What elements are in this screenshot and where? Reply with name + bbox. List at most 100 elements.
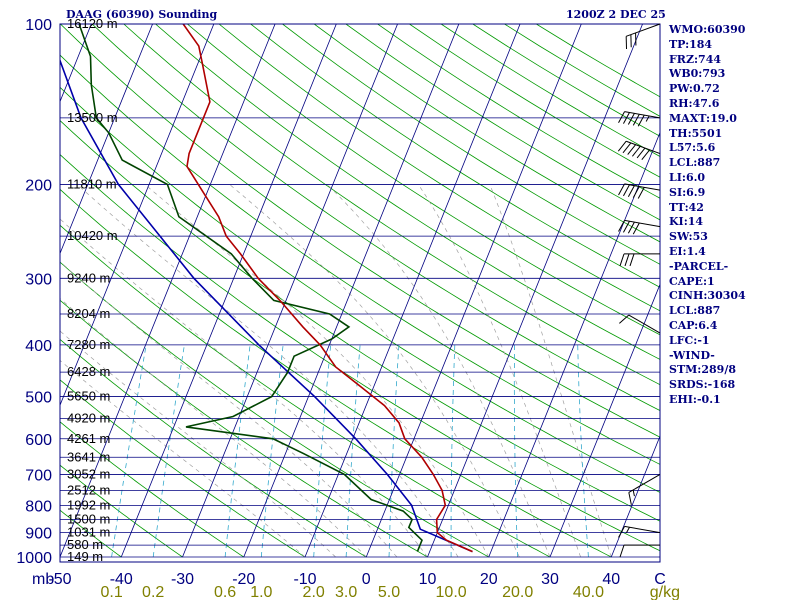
- mixing-ratio-line: [111, 344, 147, 558]
- valid-time: 1200Z 2 DEC 25: [566, 8, 666, 21]
- index-item: TP:184: [669, 37, 713, 51]
- index-item: KI:14: [669, 215, 704, 229]
- index-item: TT:42: [669, 200, 704, 214]
- height-label: 149 m: [67, 549, 103, 564]
- temperature-tick-label: 20: [480, 571, 498, 588]
- height-label: 7280 m: [67, 337, 110, 352]
- moist-adiabat: [60, 298, 367, 558]
- moist-adiabat: [489, 184, 612, 558]
- stability-indices-panel: WMO:60390 TP:184 FRZ:744 WB0:793 PW:0.72 RH:4…: [669, 23, 746, 408]
- index-item: -PARCEL-: [669, 259, 729, 273]
- mixing-ratio-line: [388, 344, 400, 558]
- height-label: 6428 m: [67, 364, 110, 379]
- pressure-tick-label: 400: [25, 338, 52, 355]
- dewpoint-trace: [78, 24, 423, 552]
- index-item: SI:6.9: [669, 185, 706, 199]
- pressure-tick-label: 800: [25, 498, 52, 515]
- wind-barb: [619, 544, 660, 558]
- index-item: MAXT:19.0: [669, 111, 737, 125]
- height-label: 3052 m: [67, 466, 110, 481]
- index-item: CINH:30304: [669, 289, 746, 303]
- wind-barb: [617, 140, 661, 160]
- isotherm: [60, 24, 153, 255]
- index-item: WB0:793: [669, 67, 726, 81]
- pressure-tick-label: 100: [25, 17, 52, 34]
- wind-barbs: [617, 23, 661, 558]
- mixing-ratio-label: 10.0: [436, 584, 467, 600]
- mixing-ratio-label: 3.0: [335, 584, 357, 600]
- index-item: -WIND-: [669, 348, 715, 362]
- index-item: EHI:-0.1: [669, 392, 721, 406]
- mixing-ratio-line: [152, 344, 185, 558]
- mixing-ratio-label: 2.0: [303, 584, 325, 600]
- isotherm: [488, 131, 660, 558]
- isotherm: [60, 24, 276, 558]
- index-item: CAPE:1: [669, 274, 715, 288]
- mixing-ratio-label: 5.0: [378, 584, 400, 600]
- mixing-ratio-line: [513, 344, 519, 558]
- isotherm: [182, 24, 398, 558]
- height-label: 1031 m: [67, 525, 110, 540]
- dry-adiabat: [440, 24, 660, 157]
- index-item: FRZ:744: [669, 52, 722, 66]
- temperature-trace: [182, 24, 473, 553]
- height-label: 10420 m: [67, 228, 118, 243]
- index-item: LCL:887: [669, 304, 721, 318]
- isotherm: [304, 24, 521, 558]
- height-label: 1500 m: [67, 511, 110, 526]
- index-item: LFC:-1: [669, 333, 710, 347]
- height-label: 5650 m: [67, 389, 110, 404]
- temperature-tick-label: -20: [232, 571, 255, 588]
- wind-barb: [618, 525, 661, 538]
- height-label: 4920 m: [67, 411, 110, 426]
- index-item: CAP:6.4: [669, 318, 718, 332]
- height-label: 11810 m: [67, 176, 117, 191]
- isotherm: [243, 24, 460, 558]
- temperature-tick-label: -30: [171, 571, 194, 588]
- height-label: 580 m: [67, 537, 103, 552]
- isotherm: [427, 24, 643, 558]
- pressure-tick-label: 300: [25, 271, 52, 288]
- dry-adiabat: [472, 24, 660, 137]
- temperature-tick-label: -40: [110, 571, 133, 588]
- wind-barb: [618, 111, 661, 127]
- temperature-tick-label: -10: [293, 571, 316, 588]
- index-item: WMO:60390: [669, 23, 746, 36]
- height-label: 8204 m: [67, 306, 110, 321]
- pressure-tick-label: 700: [25, 467, 52, 484]
- wind-barb: [625, 23, 661, 49]
- wind-barb: [619, 314, 661, 334]
- sounding-profiles: [60, 24, 473, 553]
- pressure-unit-label: mb: [32, 571, 54, 588]
- isotherm: [60, 24, 215, 407]
- pressure-tick-label: 600: [25, 432, 52, 449]
- chart-grid: [60, 24, 660, 558]
- height-label: 3641 m: [67, 449, 110, 464]
- height-label: 1992 m: [67, 497, 110, 512]
- mixing-ratio-label: 40.0: [573, 584, 604, 600]
- mixing-ratio-label: 0.1: [100, 584, 122, 600]
- pressure-tick-label: 200: [25, 177, 52, 194]
- moist-adiabat: [60, 359, 306, 558]
- moist-adiabat: [77, 184, 459, 558]
- mixing-ratio-label: 0.2: [142, 584, 164, 600]
- isotherm: [549, 283, 660, 558]
- temperature-unit-label: C: [654, 571, 666, 588]
- moist-adiabat: [60, 218, 428, 558]
- index-item: L57:5.6: [669, 141, 716, 155]
- index-item: SRDS:-168: [669, 378, 736, 392]
- mixing-ratio-line: [450, 344, 456, 557]
- wind-barb: [618, 183, 661, 199]
- pressure-tick-label: 500: [25, 390, 52, 407]
- wind-barb: [618, 219, 661, 235]
- temperature-tick-label: 10: [419, 571, 437, 588]
- height-label: 4261 m: [67, 431, 110, 446]
- index-item: STM:289/8: [669, 363, 736, 377]
- height-label: 2512 m: [67, 482, 110, 497]
- height-label: 16120 m: [67, 16, 118, 31]
- index-item: PW:0.72: [669, 82, 720, 96]
- isotherm: [365, 24, 582, 558]
- mixing-ratio-label: 20.0: [502, 584, 533, 600]
- dry-adiabat: [60, 299, 428, 558]
